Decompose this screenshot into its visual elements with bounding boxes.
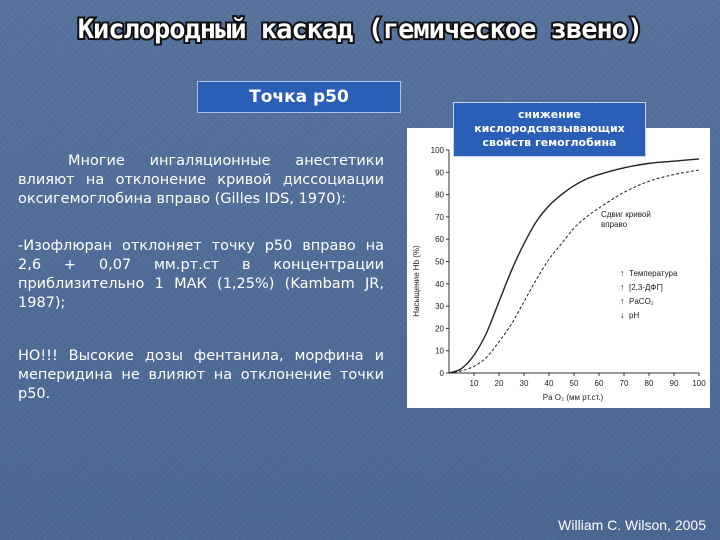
slide-title: Кислородный каскад (гемическое звено) xyxy=(76,12,645,47)
y-axis-label: Насыщение Hb (%) xyxy=(412,245,421,317)
y-tick-label: 30 xyxy=(435,302,444,311)
factor-label: PaCO₂ xyxy=(629,297,654,306)
x-tick-label: 20 xyxy=(495,379,504,388)
dissociation-curve-dashed xyxy=(448,169,700,374)
x-tick-label: 90 xyxy=(670,379,679,388)
x-tick-label: 70 xyxy=(620,379,629,388)
y-tick-label: 20 xyxy=(435,324,444,333)
x-tick-label: 60 xyxy=(595,379,604,388)
x-tick-label: 100 xyxy=(692,379,706,388)
factor-arrow: ↑ xyxy=(620,296,625,306)
shift-label: Сдвиг кривой вправо xyxy=(601,210,653,229)
paragraph-isoflurane: -Изофлюран отклоняет точку p50 вправо на… xyxy=(18,238,384,311)
dissociation-curve-solid xyxy=(448,158,700,374)
x-axis-label: Pa O₂ (мм рт.ст.) xyxy=(543,393,604,402)
y-tick-label: 80 xyxy=(435,191,444,200)
factor-arrow: ↑ xyxy=(620,268,625,278)
paragraph-anesthetics: Многие ингаляционные анестетики влияют н… xyxy=(18,153,384,207)
factor-label: [2,3-ДФГ] xyxy=(629,283,663,292)
y-tick-label: 70 xyxy=(435,213,444,222)
x-tick-label: 80 xyxy=(645,379,654,388)
factor-label: pH xyxy=(629,311,639,320)
y-tick-label: 40 xyxy=(435,280,444,289)
y-tick-label: 0 xyxy=(440,369,445,378)
paragraph-opioids: НО!!! Высокие дозы фентанила, морфина и … xyxy=(18,348,384,402)
factor-label: Температура xyxy=(629,269,678,278)
factor-arrow: ↑ xyxy=(620,282,625,292)
x-tick-label: 50 xyxy=(570,379,579,388)
y-tick-label: 90 xyxy=(435,168,444,177)
x-tick-label: 30 xyxy=(520,379,529,388)
y-tick-label: 100 xyxy=(431,146,445,155)
factor-arrow: ↓ xyxy=(620,310,625,320)
y-tick-label: 10 xyxy=(435,347,444,356)
callout-box: снижение кислородсвязывающих свойств гем… xyxy=(453,102,646,157)
y-tick-label: 50 xyxy=(435,258,444,267)
x-tick-label: 10 xyxy=(470,379,479,388)
y-tick-label: 60 xyxy=(435,235,444,244)
footer-credit: William C. Wilson, 2005 xyxy=(558,517,706,533)
oxyhemoglobin-dissociation-chart: 0 10 20 30 40 50 60 70 80 90 100 10 20 30 40 50 60 70 80 90… xyxy=(412,146,706,402)
subtitle-box: Точка p50 xyxy=(197,81,401,113)
x-tick-label: 40 xyxy=(545,379,554,388)
chart-panel: 0 10 20 30 40 50 60 70 80 90 100 10 20 30 40 50 60 70 80 90… xyxy=(407,128,710,408)
